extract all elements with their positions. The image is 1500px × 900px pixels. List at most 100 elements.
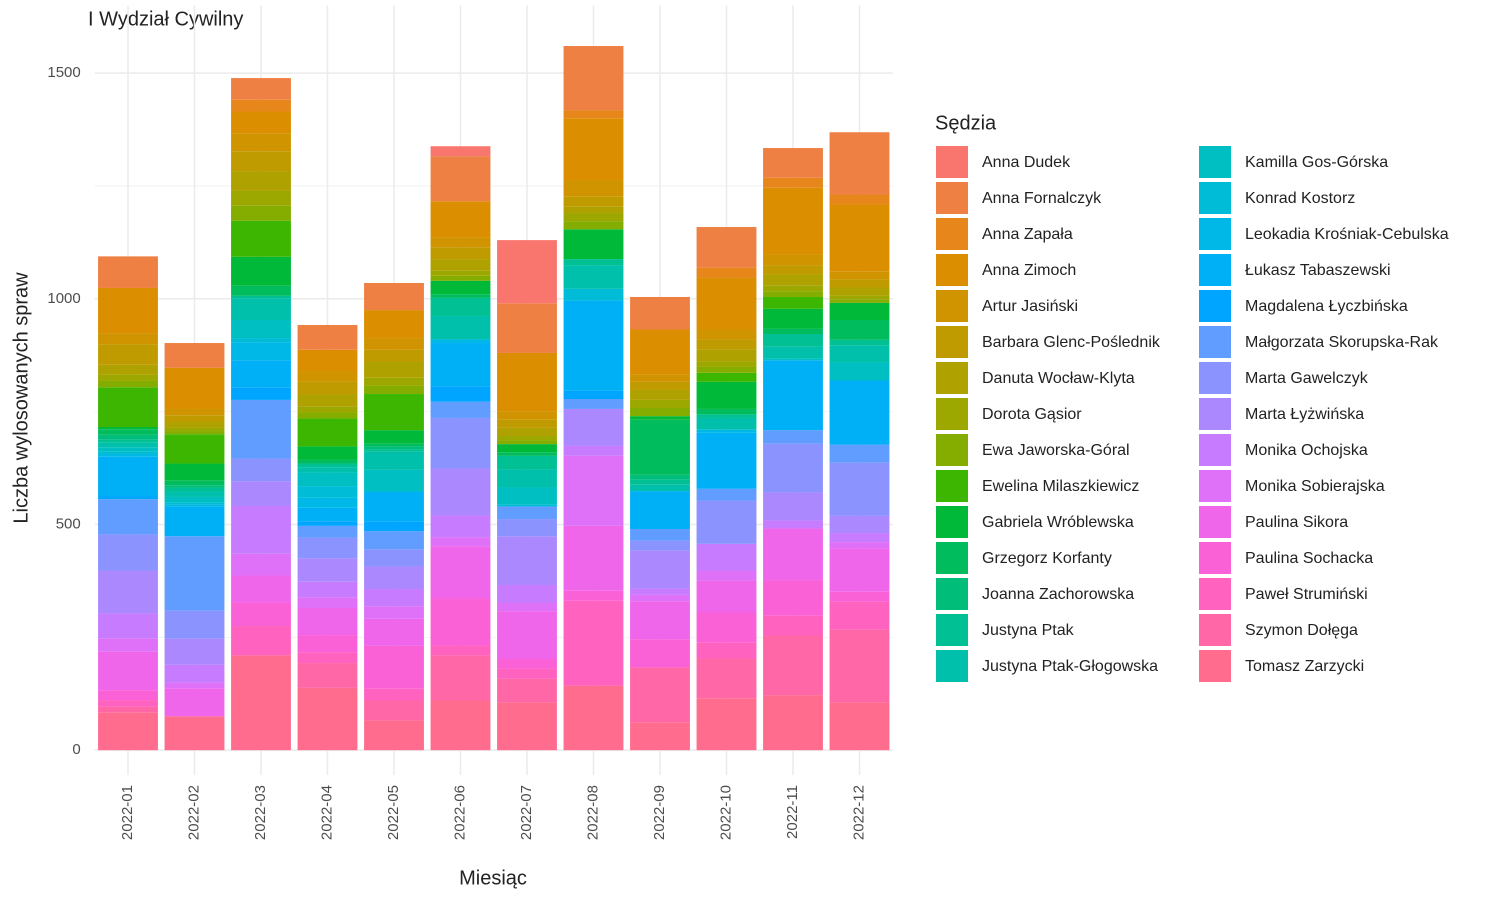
x-tick-label: 2022-07	[518, 785, 535, 840]
bar-segment	[297, 324, 358, 350]
bar-segment	[164, 415, 225, 423]
legend-label: Magdalena Łyczbińska	[1245, 298, 1408, 315]
legend-label: Dorota Gąsior	[982, 406, 1082, 423]
bar-segment	[763, 274, 823, 286]
bar-segment	[164, 422, 225, 428]
bar-segment	[630, 399, 690, 409]
bar-segment	[297, 472, 358, 487]
bar-segment	[696, 417, 757, 430]
bar-segment	[497, 678, 557, 703]
bar-segment	[231, 575, 291, 603]
legend-key	[1197, 432, 1233, 468]
bar-segment	[364, 531, 424, 550]
bar-segment	[164, 427, 225, 432]
bar-segment	[231, 171, 291, 191]
bar-segment	[430, 315, 491, 340]
bar-segment	[563, 445, 624, 456]
bar-segment	[696, 372, 757, 382]
bar-segment	[763, 177, 823, 188]
bar-segment	[563, 408, 624, 446]
bar-segment	[497, 303, 557, 353]
bar-segment	[164, 487, 225, 492]
bar-segment	[563, 525, 624, 591]
bar-segment	[563, 229, 624, 260]
legend-label: Tomasz Zarzycki	[1245, 658, 1364, 675]
legend-key	[1197, 648, 1233, 684]
legend-key	[1197, 288, 1233, 324]
bar-segment	[430, 297, 491, 316]
legend-label: Anna Zapała	[982, 226, 1073, 243]
bar-segment	[297, 381, 358, 395]
bar-segment	[297, 406, 358, 413]
bar-segment	[164, 536, 225, 611]
bar-segment	[364, 385, 424, 395]
bar-segment	[630, 416, 690, 420]
bar-segment	[696, 432, 757, 489]
bar-segment	[164, 610, 225, 639]
bar-segment	[231, 481, 291, 506]
bar-segment	[364, 377, 424, 386]
bar-segment	[630, 639, 690, 668]
bar-segment	[763, 254, 823, 266]
legend-key	[1197, 540, 1233, 576]
bar-segment	[763, 148, 823, 178]
bar-segment	[364, 566, 424, 590]
bar-segment	[763, 528, 823, 581]
bar-segment	[297, 597, 358, 608]
bar-segment	[164, 688, 225, 717]
bar-segment	[563, 300, 624, 391]
bar-segment	[364, 645, 424, 689]
bar-segment	[164, 343, 225, 368]
bar-segment	[696, 408, 757, 415]
bar-segment	[231, 505, 291, 554]
bar-segment	[231, 320, 291, 339]
bar-segment	[696, 366, 757, 373]
bar-segment	[231, 458, 291, 482]
bar-segment	[164, 480, 225, 486]
bar-segment	[231, 553, 291, 576]
bar-segment	[829, 591, 890, 602]
bar-segment	[430, 259, 491, 271]
bar-segment	[829, 702, 890, 751]
bar-segment	[563, 46, 624, 111]
bar-segment	[497, 444, 557, 453]
legend-key	[934, 576, 970, 612]
bar-segment	[497, 455, 557, 470]
bar-segment	[430, 146, 491, 157]
bar-segment	[364, 338, 424, 350]
legend-key	[934, 216, 970, 252]
bar-segment	[231, 387, 291, 400]
bar-segment	[430, 280, 491, 295]
legend-label: Marta Łyżwińska	[1245, 406, 1364, 423]
bar-segment	[364, 430, 424, 444]
x-tick-label: 2022-05	[385, 785, 402, 840]
bar-segment	[563, 196, 624, 207]
bar-segment	[98, 287, 158, 334]
bar-segment	[563, 110, 624, 119]
bar-segment	[763, 308, 823, 329]
bar-segment	[231, 298, 291, 321]
bar-segment	[98, 451, 158, 455]
bar-segment	[829, 629, 890, 703]
bar-segment	[497, 536, 557, 585]
bar-segment	[430, 417, 491, 469]
legend-label: Paulina Sochacka	[1245, 550, 1373, 567]
legend-label: Małgorzata Skorupska-Rak	[1245, 334, 1439, 351]
bar-segment	[98, 456, 158, 497]
bar-segment	[297, 521, 358, 526]
legend-label: Paweł Strumiński	[1245, 586, 1368, 603]
x-tick-label: 2022-03	[252, 785, 269, 840]
legend-key	[934, 648, 970, 684]
legend-title: Sędzia	[935, 112, 997, 134]
bar-segment	[630, 374, 690, 382]
bar-segment	[763, 328, 823, 335]
bar-segment	[829, 362, 890, 381]
bar-segment	[829, 320, 890, 340]
legend-label: Szymon Dołęga	[1245, 622, 1358, 639]
bar-segment	[563, 180, 624, 197]
bar-segment	[763, 635, 823, 696]
bar-segment	[829, 542, 890, 549]
bar-segment	[497, 436, 557, 441]
bar-segment	[231, 111, 291, 134]
bar-segment	[430, 237, 491, 248]
